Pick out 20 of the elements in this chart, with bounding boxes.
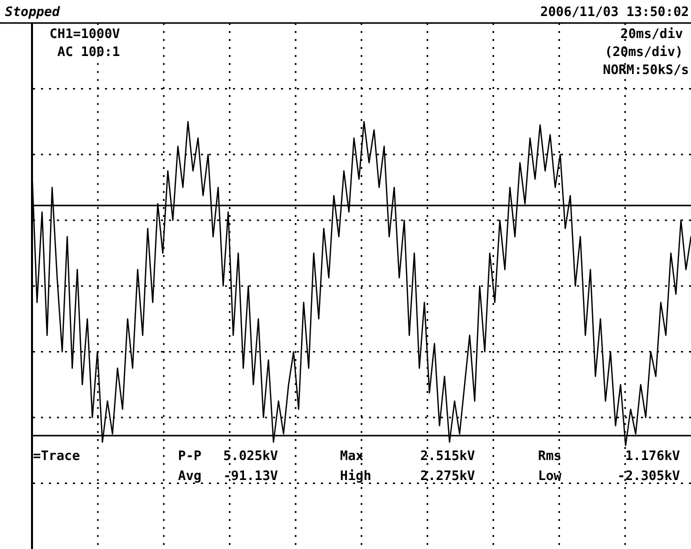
text: P-P bbox=[178, 449, 202, 464]
text: 2006/11/03 13:50:02 bbox=[540, 5, 689, 20]
text: Max bbox=[340, 449, 364, 464]
text: NORM:50kS/s bbox=[602, 63, 689, 78]
text: -91.13V bbox=[223, 469, 278, 484]
text: CH1=1000V bbox=[50, 27, 120, 42]
text: -2.305kV bbox=[617, 469, 680, 484]
text: (20ms/div) bbox=[604, 45, 683, 60]
text: =Trace bbox=[33, 449, 80, 464]
text: 2.275kV bbox=[420, 469, 476, 484]
text: High bbox=[340, 469, 372, 484]
text: AC 100:1 bbox=[57, 45, 120, 60]
text: Stopped bbox=[5, 5, 61, 20]
text: Avg bbox=[178, 469, 202, 484]
text: 20ms/div bbox=[620, 27, 684, 42]
text: Rms bbox=[538, 449, 562, 464]
text: 1.176kV bbox=[625, 449, 680, 464]
text: 2.515kV bbox=[420, 449, 476, 464]
text: 5.025kV bbox=[223, 449, 278, 464]
text: Low bbox=[538, 469, 562, 484]
